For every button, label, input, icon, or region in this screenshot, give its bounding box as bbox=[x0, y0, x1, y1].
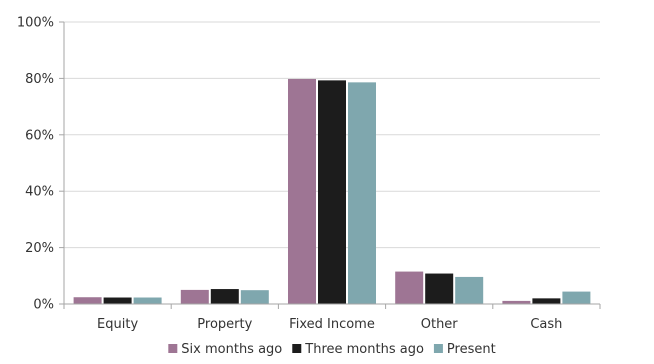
y-tick-label: 20% bbox=[25, 241, 54, 256]
y-tick-labels: 0% 20% 40% 60% 80% 100% bbox=[17, 16, 54, 313]
legend-label: Three months ago bbox=[304, 342, 424, 357]
y-tick-label: 60% bbox=[25, 128, 54, 143]
bar-six-months-ago-equity bbox=[73, 297, 102, 304]
x-tick-label: Fixed Income bbox=[289, 317, 375, 332]
y-tick-label: 80% bbox=[25, 72, 54, 87]
bar-three-months-ago-property bbox=[210, 289, 239, 304]
x-tick-label: Property bbox=[197, 317, 252, 332]
bar-present-cash bbox=[562, 291, 591, 304]
bar-present-property bbox=[240, 290, 269, 304]
bar-six-months-ago-property bbox=[180, 289, 209, 304]
bar-six-months-ago-other bbox=[395, 271, 424, 304]
y-tick-label: 100% bbox=[17, 16, 54, 31]
x-tick-label: Equity bbox=[97, 317, 138, 332]
legend-swatch bbox=[292, 344, 302, 353]
bar-three-months-ago-fixed-income bbox=[318, 80, 346, 305]
bar-three-months-ago-equity bbox=[103, 297, 132, 304]
y-tick-label: 0% bbox=[33, 298, 54, 313]
legend: Six months ago Three months ago Present bbox=[168, 342, 496, 357]
x-tick-label: Cash bbox=[530, 317, 562, 332]
x-tick-label: Other bbox=[421, 317, 459, 332]
x-tick-labels: Equity Property Fixed Income Other Cash bbox=[97, 317, 562, 332]
legend-item-present: Present bbox=[433, 342, 496, 357]
bar-six-months-ago-fixed-income bbox=[288, 78, 316, 305]
axes bbox=[59, 21, 601, 309]
legend-label: Present bbox=[447, 342, 496, 357]
legend-item-three-months-ago: Three months ago bbox=[292, 342, 424, 357]
legend-item-six-months-ago: Six months ago bbox=[168, 342, 282, 357]
legend-swatch bbox=[168, 344, 178, 353]
bar-three-months-ago-cash bbox=[532, 298, 561, 304]
legend-label: Six months ago bbox=[181, 342, 282, 357]
bars bbox=[73, 78, 591, 305]
bar-present-fixed-income bbox=[348, 82, 376, 305]
bar-six-months-ago-cash bbox=[502, 300, 531, 304]
legend-swatch bbox=[433, 344, 443, 353]
bar-present-other bbox=[455, 276, 484, 304]
bar-present-equity bbox=[133, 297, 162, 304]
y-tick-label: 40% bbox=[25, 185, 54, 200]
bar-three-months-ago-other bbox=[425, 273, 454, 304]
